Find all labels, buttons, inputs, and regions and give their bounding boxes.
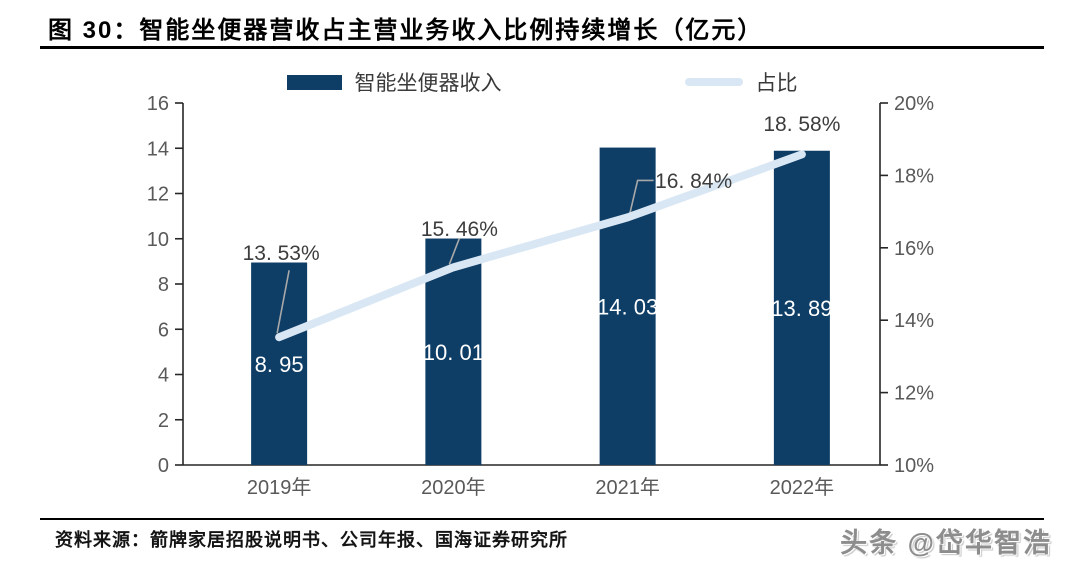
title-divider <box>40 46 1044 49</box>
x-axis-category-label: 2022年 <box>770 476 835 499</box>
left-axis-tick-label: 14 <box>147 138 169 160</box>
line-percent-label: 18. 58% <box>763 113 840 136</box>
bar-value-label: 8. 95 <box>255 352 304 377</box>
left-axis-tick-label: 0 <box>158 455 169 477</box>
left-axis-tick-label: 4 <box>158 365 169 387</box>
figure-title: 图 30：智能坐便器营收占主营业务收入比例持续增长（亿元） <box>48 17 764 44</box>
right-axis-tick-label: 20% <box>894 93 934 115</box>
label-leader-line <box>628 179 654 215</box>
right-axis-tick-label: 12% <box>894 383 934 405</box>
bar-value-label: 13. 89 <box>771 296 832 321</box>
bar-value-label: 10. 01 <box>423 340 484 365</box>
left-axis-tick-label: 8 <box>158 274 169 296</box>
bar-series-swatch-icon <box>286 74 342 90</box>
bar-2021年 <box>599 147 656 466</box>
x-axis-category-label: 2019年 <box>247 476 312 499</box>
label-leader-line <box>276 270 290 334</box>
data-source-note: 资料来源：箭牌家居招股说明书、公司年报、国海证券研究所 <box>55 530 568 550</box>
right-axis-tick-label: 16% <box>894 238 934 260</box>
left-axis-tick-label: 2 <box>158 410 169 432</box>
right-axis-tick-label: 18% <box>894 165 934 187</box>
right-axis-tick-label: 14% <box>894 310 934 332</box>
line-percent-label: 15. 46% <box>421 218 498 241</box>
left-axis-tick-label: 16 <box>147 93 169 115</box>
label-leader-line <box>448 238 461 265</box>
line-percent-label: 13. 53% <box>243 242 320 265</box>
x-axis-category-label: 2021年 <box>595 476 660 499</box>
line-series-swatch-icon <box>684 78 743 86</box>
x-axis-category-label: 2020年 <box>421 476 486 499</box>
ratio-line-series <box>275 150 806 342</box>
watermark-text: 头条 @岱华智浩 <box>840 528 1052 558</box>
footer-divider <box>40 518 1044 520</box>
line-percent-label: 16. 84% <box>655 170 732 193</box>
left-axis-tick-label: 10 <box>147 229 169 251</box>
legend-bar-label: 智能坐便器收入 <box>354 72 502 95</box>
legend-line-label: 占比 <box>755 72 798 95</box>
legend-item-line-series: 占比 <box>684 67 798 97</box>
left-axis-tick-label: 12 <box>147 184 169 206</box>
left-axis-tick-label: 6 <box>158 319 169 341</box>
chart-legend: 智能坐便器收入 占比 <box>0 67 1084 97</box>
legend-item-bar-series: 智能坐便器收入 <box>286 67 502 97</box>
bar-2019年 <box>251 262 308 465</box>
bar-2022年 <box>773 150 830 465</box>
right-axis-tick-label: 10% <box>894 455 934 477</box>
bar-value-label: 14. 03 <box>597 294 658 319</box>
